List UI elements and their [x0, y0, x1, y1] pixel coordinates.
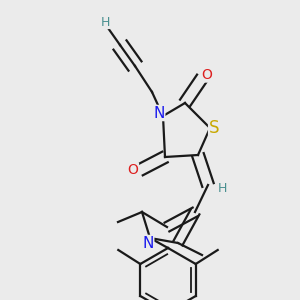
Text: O: O [128, 163, 138, 177]
Text: N: N [153, 106, 165, 121]
Text: H: H [100, 16, 110, 28]
Text: H: H [217, 182, 227, 194]
Text: N: N [142, 236, 154, 250]
Text: O: O [202, 68, 212, 82]
Text: S: S [209, 119, 219, 137]
